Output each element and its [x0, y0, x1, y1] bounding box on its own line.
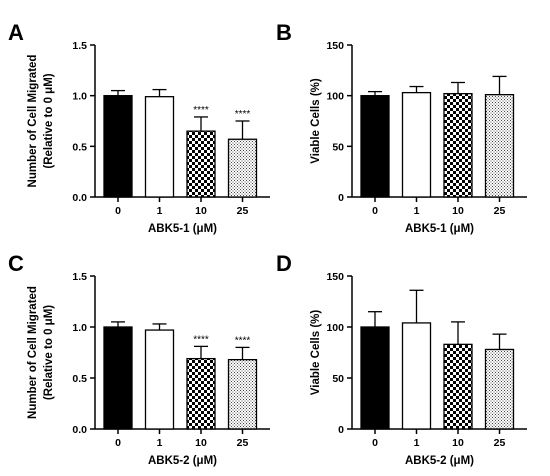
- panel-d: D 0 50 100 150 0 1 10 25 ABK5-2 (μM) Viable Cells …: [276, 251, 527, 467]
- panel-a: A 0.0 0.5 1.0 1.5 0 1 10 **** 25 **** ABK5-1 (μM) Nu…: [8, 20, 270, 235]
- x-tick-label: 0: [372, 437, 378, 449]
- bar-10: [443, 92, 473, 198]
- x-tick-label: 10: [452, 205, 464, 217]
- bar-0: [360, 326, 390, 430]
- x-tick-label: 25: [494, 437, 506, 449]
- bar-25: [484, 348, 515, 430]
- y-tick-label: 0.5: [72, 141, 87, 153]
- y-tick-label: 1.0: [72, 91, 87, 103]
- x-tick-label: 1: [414, 437, 420, 449]
- x-tick-label: 0: [115, 205, 121, 217]
- panel-c: C 0.0 0.5 1.0 1.5 0 1 10 **** 25 **** ABK5-2 (μM) Nu…: [8, 251, 270, 467]
- y-axis-label: Number of Cell Migrated: [27, 55, 39, 188]
- x-axis-label: ABK5-2 (μM): [148, 455, 217, 467]
- bar-10: [186, 130, 216, 198]
- y-tick-label: 0.0: [72, 424, 87, 436]
- bar-0: [360, 95, 390, 198]
- bar-1: [144, 329, 175, 430]
- x-tick-label: 25: [494, 205, 506, 217]
- x-tick-label: 0: [115, 437, 121, 449]
- panel-b: B 0 50 100 150 0 1 10 25 ABK5-1 (μM) Viable Cells …: [276, 20, 527, 235]
- y-tick-label: 100: [326, 91, 344, 103]
- x-tick-label: 25: [237, 205, 249, 217]
- x-tick-label: 10: [195, 437, 207, 449]
- x-tick-label: 1: [414, 205, 420, 217]
- y-axis-label: (Relative to 0 μM): [43, 305, 55, 400]
- bar-1: [401, 322, 432, 430]
- y-axis-label: Number of Cell Migrated: [27, 286, 39, 419]
- bar-0: [103, 95, 133, 198]
- panel-letter: B: [276, 20, 292, 45]
- y-tick-label: 0.5: [72, 373, 87, 385]
- bar-25: [227, 138, 258, 198]
- x-tick-label: 10: [452, 437, 464, 449]
- significance-label: ****: [193, 105, 209, 116]
- y-axis-label: Viable Cells (%): [310, 310, 322, 396]
- y-axis-label: Viable Cells (%): [310, 78, 322, 164]
- significance-label: ****: [193, 334, 209, 345]
- y-tick-label: 1.5: [72, 271, 87, 283]
- panel-letter: C: [8, 251, 24, 276]
- bar-25: [227, 358, 258, 430]
- bar-10: [186, 357, 216, 430]
- x-tick-label: 1: [157, 437, 163, 449]
- panel-letter: D: [276, 251, 292, 276]
- panel-letter: A: [8, 20, 24, 45]
- y-tick-label: 50: [332, 141, 344, 153]
- bar-0: [103, 326, 133, 430]
- y-tick-label: 100: [326, 322, 344, 334]
- x-axis-label: ABK5-1 (μM): [405, 223, 474, 235]
- x-tick-label: 10: [195, 205, 207, 217]
- x-tick-label: 25: [237, 437, 249, 449]
- bar-1: [144, 96, 175, 198]
- bar-10: [443, 343, 473, 430]
- x-axis-label: ABK5-2 (μM): [405, 455, 474, 467]
- y-axis-label: (Relative to 0 μM): [43, 73, 55, 168]
- y-tick-label: 50: [332, 373, 344, 385]
- y-tick-label: 150: [326, 271, 344, 283]
- x-tick-label: 1: [157, 205, 163, 217]
- y-tick-label: 1.0: [72, 322, 87, 334]
- significance-label: ****: [235, 335, 251, 346]
- y-tick-label: 1.5: [72, 40, 87, 52]
- y-tick-label: 0: [338, 192, 344, 204]
- bar-25: [484, 94, 515, 198]
- x-tick-label: 0: [372, 205, 378, 217]
- bar-1: [401, 91, 432, 198]
- significance-label: ****: [235, 109, 251, 120]
- y-tick-label: 150: [326, 40, 344, 52]
- y-tick-label: 0.0: [72, 192, 87, 204]
- y-tick-label: 0: [338, 424, 344, 436]
- x-axis-label: ABK5-1 (μM): [148, 223, 217, 235]
